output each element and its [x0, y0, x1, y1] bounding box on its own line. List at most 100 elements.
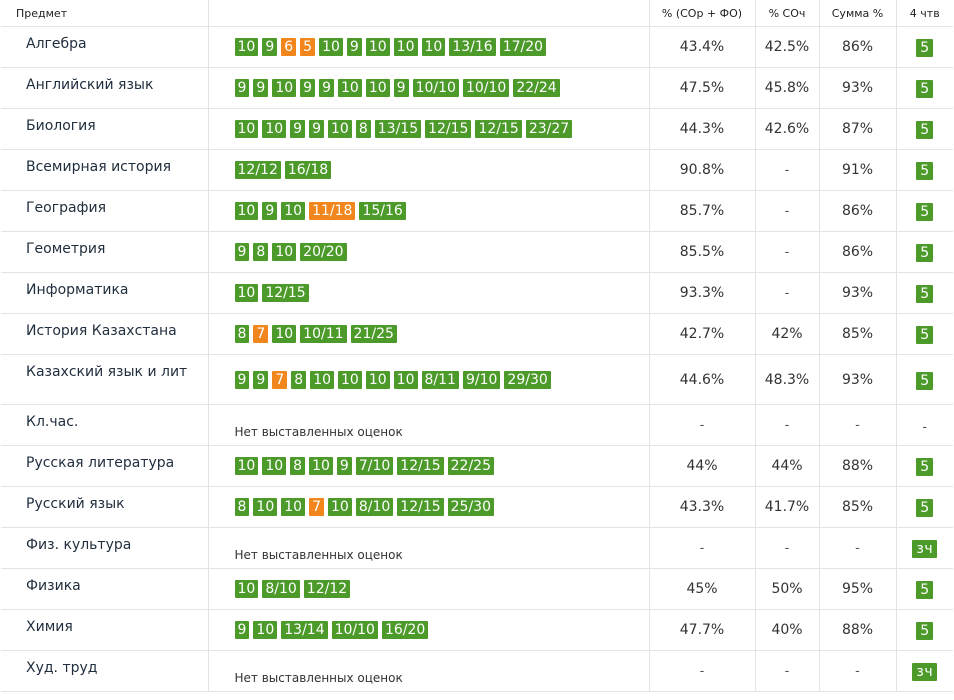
grade-mark[interactable]: 8 [290, 457, 306, 475]
quarter-grade-badge[interactable]: 5 [916, 121, 934, 139]
grade-mark[interactable]: 10 [234, 284, 259, 302]
grade-mark[interactable]: 9 [253, 79, 269, 97]
grade-mark[interactable]: 10 [262, 457, 287, 475]
grade-mark[interactable]: 10 [328, 498, 352, 516]
grade-mark[interactable]: 9/10 [462, 370, 501, 389]
grade-mark[interactable]: 7 [272, 370, 288, 389]
grade-mark[interactable]: 10 [281, 498, 306, 516]
header-pct-sor-fo[interactable]: % (СОр + ФО) [649, 0, 756, 27]
grade-mark[interactable]: 10 [234, 38, 259, 56]
quarter-grade-badge[interactable]: 5 [916, 285, 934, 303]
grade-mark[interactable]: 16/20 [381, 621, 429, 639]
grade-mark[interactable]: 10/10 [462, 79, 510, 97]
grade-mark[interactable]: 11/18 [309, 202, 356, 220]
grade-mark[interactable]: 8/11 [421, 370, 459, 389]
grade-mark[interactable]: 10 [272, 325, 297, 343]
grade-mark[interactable]: 10/11 [300, 325, 347, 343]
grade-mark[interactable]: 10 [272, 243, 297, 261]
subject-name[interactable]: Худ. труд [1, 650, 209, 692]
grade-mark[interactable]: 8 [234, 325, 250, 343]
grade-mark[interactable]: 10 [365, 38, 390, 56]
subject-name[interactable]: Русский язык [1, 486, 209, 528]
grade-mark[interactable]: 10 [281, 202, 306, 220]
quarter-grade-badge[interactable]: 5 [916, 162, 934, 180]
grade-mark[interactable]: 10 [319, 38, 343, 56]
subject-name[interactable]: Химия [1, 609, 209, 651]
grade-mark[interactable]: 10 [262, 120, 287, 138]
grade-mark[interactable]: 12/12 [303, 580, 351, 598]
grade-mark[interactable]: 10/10 [412, 79, 459, 97]
grade-mark[interactable]: 10 [272, 79, 297, 97]
grade-mark[interactable]: 29/30 [504, 370, 551, 389]
grade-mark[interactable]: 10 [310, 370, 335, 389]
grade-mark[interactable]: 9 [336, 457, 352, 475]
header-subject[interactable]: Предмет [1, 0, 209, 27]
subject-name[interactable]: Биология [1, 108, 209, 150]
header-pct-soch[interactable]: % СОч [755, 0, 820, 27]
table-row[interactable]: Геометрия 9 8 10 20/20 85.5% -86% 5 [1, 231, 953, 273]
grade-mark[interactable]: 12/12 [234, 161, 281, 179]
grade-mark[interactable]: 9 [234, 621, 250, 639]
grade-mark[interactable]: 9 [234, 243, 250, 261]
grade-mark[interactable]: 10 [253, 498, 278, 516]
subject-name[interactable]: Казахский язык и лит [1, 354, 209, 405]
subject-name[interactable]: Алгебра [1, 26, 209, 68]
grade-mark[interactable]: 10/10 [331, 621, 378, 639]
table-row[interactable]: Физ. культура Нет выставленных оценок - - - з… [1, 527, 953, 569]
quarter-grade-badge[interactable]: 5 [916, 80, 934, 98]
quarter-grade-badge[interactable]: 5 [916, 499, 934, 517]
subject-name[interactable]: География [1, 190, 209, 232]
grade-mark[interactable]: 10 [234, 120, 259, 138]
header-sum-pct[interactable]: Сумма % [819, 0, 897, 27]
grade-mark[interactable]: 10 [253, 621, 278, 639]
grade-mark[interactable]: 9 [262, 38, 278, 56]
grade-mark[interactable]: 9 [290, 120, 306, 138]
grade-mark[interactable]: 12/15 [475, 120, 522, 138]
grade-mark[interactable]: 9 [393, 79, 409, 97]
table-row[interactable]: Казахский язык и лит 9 9 7 8 10 10 10 10 8/11 9/10… [1, 354, 953, 405]
grade-mark[interactable]: 8 [234, 498, 250, 516]
grade-mark[interactable]: 7/10 [355, 457, 394, 475]
grade-mark[interactable]: 8 [253, 243, 269, 261]
grade-mark[interactable]: 12/15 [425, 120, 472, 138]
grade-mark[interactable]: 9 [319, 79, 335, 97]
quarter-grade-badge[interactable]: 5 [916, 203, 934, 221]
grade-mark[interactable]: 20/20 [300, 243, 347, 261]
grade-mark[interactable]: 8 [355, 120, 371, 138]
grade-mark[interactable]: 12/15 [397, 498, 444, 516]
grade-mark[interactable]: 13/14 [281, 621, 328, 639]
subject-name[interactable]: Информатика [1, 272, 209, 314]
grade-mark[interactable]: 23/27 [525, 120, 573, 138]
grade-mark[interactable]: 10 [234, 202, 259, 220]
grade-mark[interactable]: 8 [291, 370, 307, 389]
quarter-grade-badge[interactable]: зч [912, 540, 938, 558]
subject-name[interactable]: Английский язык [1, 67, 209, 109]
grade-mark[interactable]: 10 [365, 370, 390, 389]
table-row[interactable]: География 10 9 10 11/18 15/16 85.7% -86% 5 [1, 190, 953, 232]
grade-mark[interactable]: 12/15 [397, 457, 444, 475]
grade-mark[interactable]: 9 [300, 79, 316, 97]
grade-mark[interactable]: 6 [281, 38, 297, 56]
table-row[interactable]: Биология 10 10 9 9 10 8 13/15 12/15 12/15 23/27 44.… [1, 108, 953, 150]
grade-mark[interactable]: 15/16 [359, 202, 406, 220]
grade-mark[interactable]: 10 [309, 457, 333, 475]
grade-mark[interactable]: 22/25 [447, 457, 494, 475]
grade-mark[interactable]: 10 [393, 370, 418, 389]
grade-mark[interactable]: 9 [234, 370, 250, 389]
subject-name[interactable]: Геометрия [1, 231, 209, 273]
quarter-grade-badge[interactable]: 5 [916, 39, 934, 57]
grade-mark[interactable]: 9 [309, 120, 324, 138]
quarter-grade-badge[interactable]: 5 [916, 244, 934, 262]
grade-mark[interactable]: 10 [338, 79, 362, 97]
grade-mark[interactable]: 10 [365, 79, 390, 97]
quarter-grade-badge[interactable]: 5 [916, 581, 934, 599]
grade-mark[interactable]: 7 [309, 498, 324, 516]
quarter-grade-badge[interactable]: 5 [916, 622, 934, 640]
subject-name[interactable]: История Казахстана [1, 313, 209, 355]
grade-mark[interactable]: 16/18 [284, 161, 332, 179]
subject-name[interactable]: Русская литература [1, 445, 209, 487]
grade-mark[interactable]: 25/30 [447, 498, 494, 516]
table-row[interactable]: Информатика 10 12/15 93.3% -93% 5 [1, 272, 953, 314]
grade-mark[interactable]: 7 [253, 325, 269, 343]
grade-mark[interactable]: 10 [234, 580, 259, 598]
